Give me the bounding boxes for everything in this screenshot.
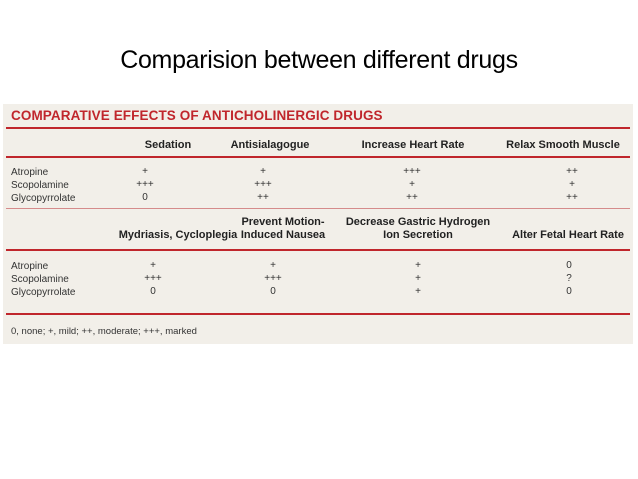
header-antisialagogue: Antisialagogue [230,139,310,151]
header-relax-smooth-muscle: Relax Smooth Muscle [506,139,620,151]
cell: + [150,260,156,271]
cell: 0 [270,286,276,297]
table-bottom-rule [6,313,630,315]
cell: + [415,260,421,271]
cell: ++ [566,192,578,203]
row-label-atropine: Atropine [11,261,49,272]
table-title: COMPARATIVE EFFECTS OF ANTICHOLINERGIC D… [11,108,383,123]
cell: + [569,179,575,190]
anticholinergic-comparison-table: COMPARATIVE EFFECTS OF ANTICHOLINERGIC D… [3,104,633,344]
cell: + [142,166,148,177]
cell: +++ [136,179,154,190]
table-title-rule [6,127,630,129]
cell: +++ [403,166,421,177]
header-line: Prevent Motion- [241,216,325,228]
section2-header-rule [6,249,630,251]
cell: +++ [254,179,272,190]
header-line: Induced Nausea [240,229,326,241]
header-increase-heart-rate: Increase Heart Rate [361,139,465,151]
cell: ? [566,273,572,284]
cell: 0 [566,260,572,271]
cell: + [260,166,266,177]
cell: ++ [257,192,269,203]
section1-header-rule [6,156,630,158]
header-alter-fetal-heart-rate: Alter Fetal Heart Rate [512,229,624,241]
header-prevent-motion-induced-nausea: Prevent Motion- Induced Nausea [228,216,338,242]
header-mydriasis-cycloplegia: Mydriasis, Cycloplegia [118,229,238,241]
row-label-scopolamine: Scopolamine [11,180,69,191]
table-footnote: 0, none; +, mild; ++, moderate; +++, mar… [11,326,197,337]
cell: + [409,179,415,190]
row-label-atropine: Atropine [11,167,49,178]
row-label-scopolamine: Scopolamine [11,274,69,285]
cell: ++ [566,166,578,177]
cell: + [415,273,421,284]
cell: 0 [142,192,148,203]
slide-title: Comparision between different drugs [120,46,518,74]
header-sedation: Sedation [144,139,192,151]
cell: 0 [150,286,156,297]
section-divider [6,208,630,209]
cell: +++ [144,273,162,284]
cell: 0 [566,286,572,297]
row-label-glycopyrrolate: Glycopyrrolate [11,287,76,298]
row-label-glycopyrrolate: Glycopyrrolate [11,193,76,204]
header-line: Decrease Gastric Hydrogen [345,216,491,228]
cell: + [415,286,421,297]
cell: ++ [406,192,418,203]
cell: +++ [264,273,282,284]
header-decrease-gastric-hydrogen-ion-secretion: Decrease Gastric Hydrogen Ion Secretion [333,216,503,242]
cell: + [270,260,276,271]
header-line: Ion Secretion [383,229,453,241]
